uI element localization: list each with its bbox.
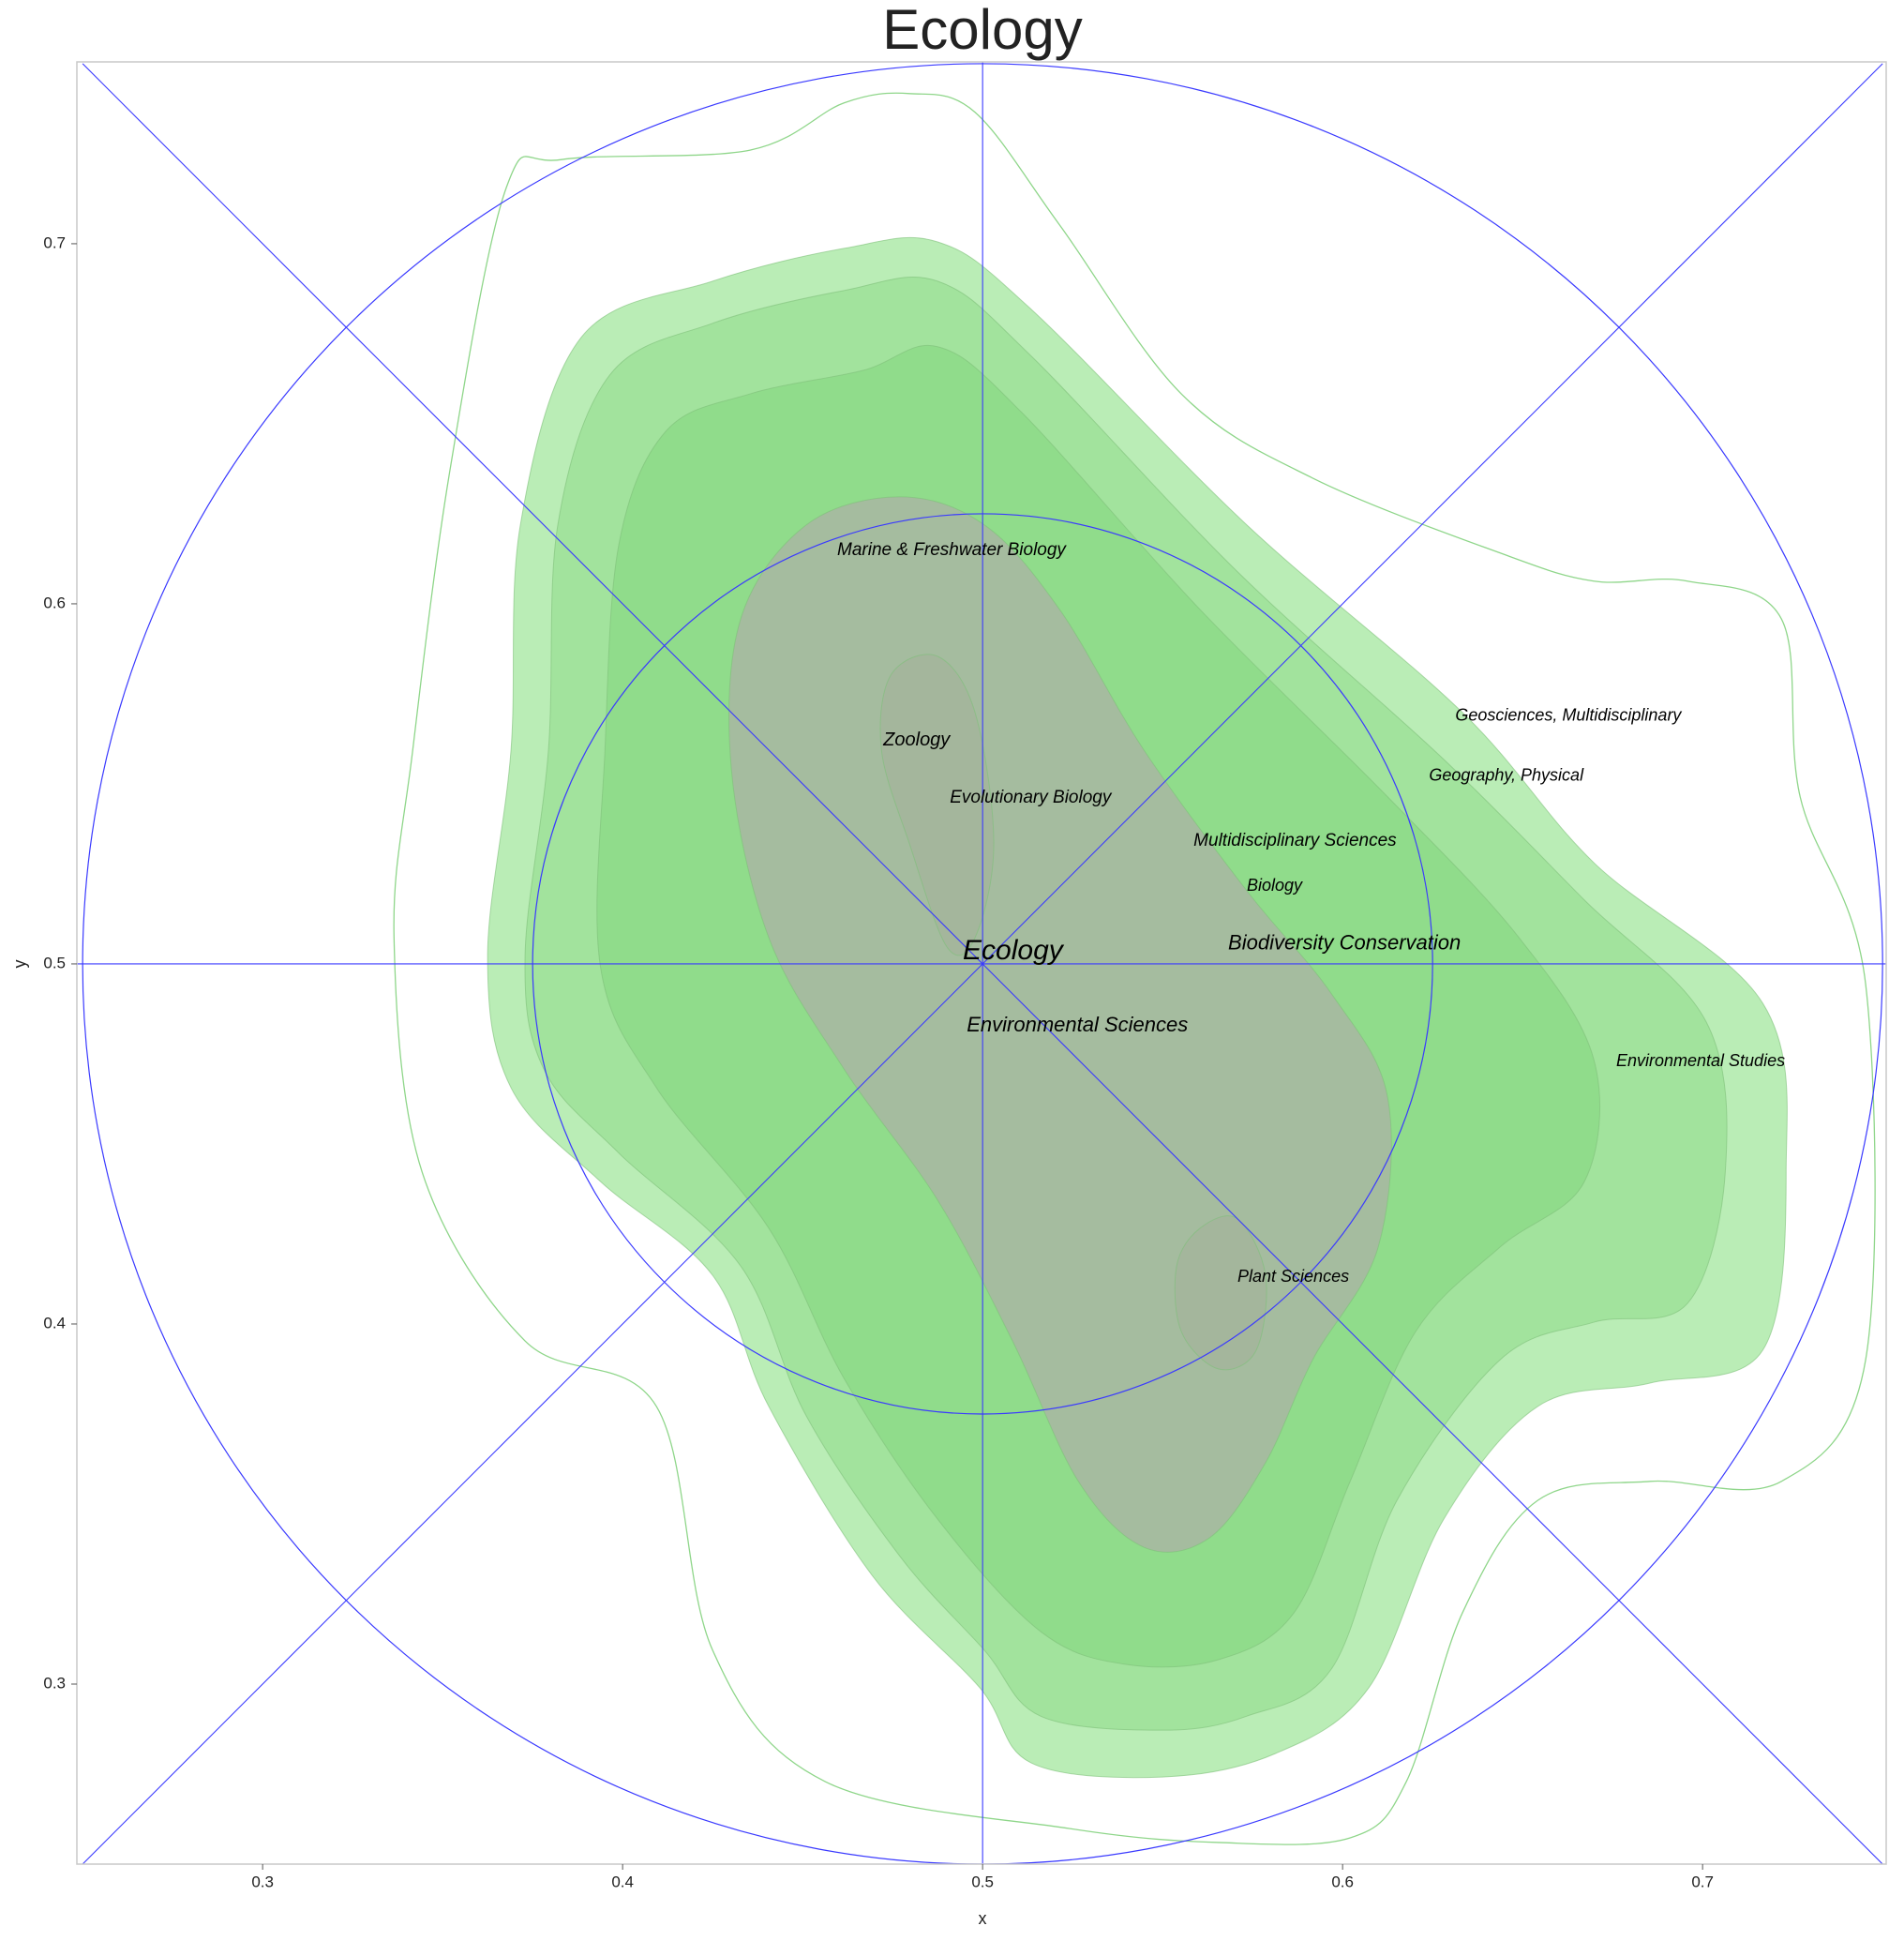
x-axis-label: x (979, 1909, 987, 1928)
category-label: Plant Sciences (1237, 1267, 1349, 1286)
category-label: Biodiversity Conservation (1228, 931, 1461, 955)
category-label: Environmental Sciences (967, 1013, 1188, 1036)
y-tick-label: 0.3 (43, 1674, 66, 1692)
plot-area: Marine & Freshwater Biology Zoology Evolut… (77, 62, 1886, 1864)
x-tick-label: 0.4 (611, 1873, 634, 1890)
category-label: Marine & Freshwater Biology (837, 540, 1067, 560)
category-label: Zoology (882, 730, 951, 750)
category-label: Biology (1247, 876, 1303, 895)
y-tick-label: 0.6 (43, 594, 66, 611)
category-label: Environmental Studies (1616, 1051, 1785, 1070)
category-label: Ecology (963, 935, 1065, 966)
category-label: Multidisciplinary Sciences (1193, 831, 1397, 850)
chart-title: Ecology (882, 0, 1082, 61)
y-axis-label: y (10, 960, 29, 969)
x-tick-label: 0.6 (1331, 1873, 1354, 1890)
y-tick-label: 0.5 (43, 954, 66, 971)
y-tick-label: 0.7 (43, 233, 66, 251)
density-contour-fill (879, 654, 995, 956)
category-label: Geography, Physical (1429, 766, 1584, 785)
category-label: Evolutionary Biology (950, 788, 1113, 807)
category-label: Geosciences, Multidisciplinary (1455, 706, 1682, 725)
axes-frame (76, 61, 1887, 1865)
x-tick-label: 0.3 (251, 1873, 274, 1890)
density-contour-line (393, 92, 1876, 1845)
x-tick-label: 0.5 (971, 1873, 994, 1890)
x-tick-label: 0.7 (1691, 1873, 1714, 1890)
y-tick-label: 0.4 (43, 1314, 66, 1332)
